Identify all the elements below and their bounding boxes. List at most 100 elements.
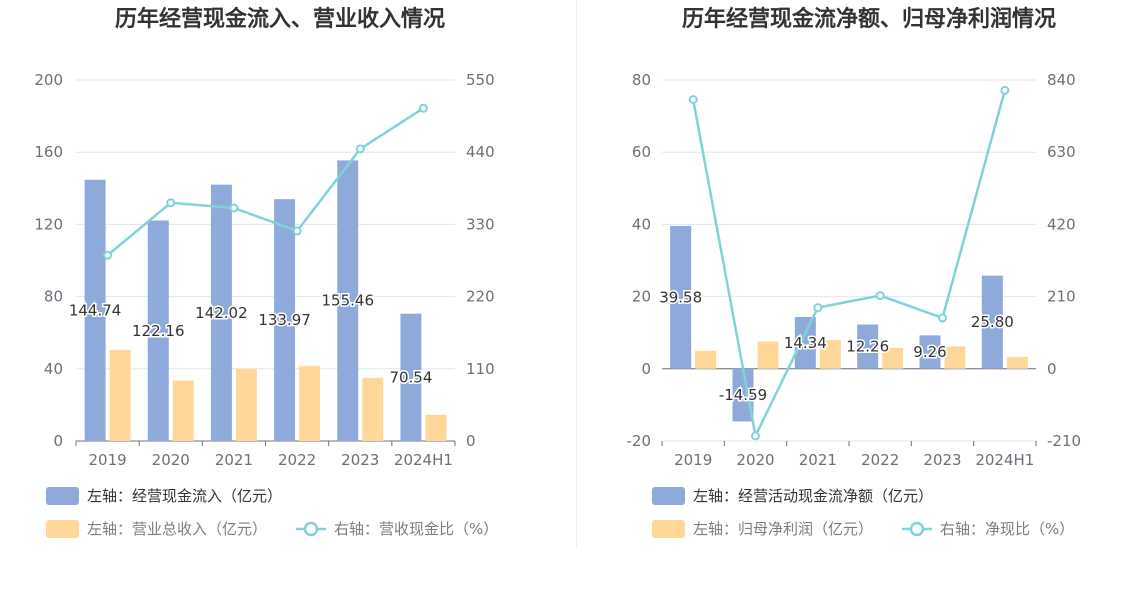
bar-primary (794, 317, 816, 369)
chart-netcash-netprofit: 历年经营现金流净额、归母净利润情况 -20 -210 0 0 20 210 40 420 60 63… (627, 6, 1081, 538)
left-axis-tick: 40 (632, 215, 651, 233)
line-point (751, 431, 760, 441)
left-axis-tick: 60 (632, 143, 651, 161)
data-label: 155.46 (322, 292, 375, 310)
left-axis-tick: 120 (34, 215, 63, 233)
legend-marker (303, 521, 319, 537)
data-label: 142.02 (195, 304, 248, 322)
bar-secondary (172, 380, 194, 441)
x-axis-label: 2024H1 (975, 451, 1034, 469)
left-axis-tick: 80 (632, 71, 651, 89)
bar-secondary (757, 341, 779, 369)
right-axis-tick: 440 (466, 143, 495, 161)
bar-secondary (1006, 356, 1028, 369)
legend-marker (909, 521, 925, 537)
bar-primary (147, 220, 169, 441)
legend-label: 右轴：营收现金比（%） (334, 520, 498, 538)
right-axis-tick: 210 (1047, 288, 1076, 306)
data-label: -14.59 (719, 386, 767, 404)
data-label: 133.97 (258, 311, 311, 329)
line-series (691, 89, 1007, 440)
right-axis-tick: 420 (1047, 215, 1076, 233)
bar-primary (84, 179, 106, 441)
x-axis-label: 2022 (278, 451, 316, 469)
bar-secondary (819, 339, 841, 369)
right-axis-tick: 220 (466, 288, 495, 306)
data-label: 9.26 (913, 343, 946, 361)
bar-secondary (235, 368, 257, 441)
legend-label: 左轴：归母净利润（亿元） (693, 520, 873, 538)
line-series (106, 107, 425, 257)
right-axis-tick: 840 (1047, 71, 1076, 89)
right-axis-tick: 550 (466, 71, 495, 89)
line-point (1000, 85, 1010, 95)
x-axis-label: 2024H1 (394, 451, 453, 469)
bar-primary (919, 335, 941, 369)
chart-title: 历年经营现金流入、营业收入情况 (115, 6, 445, 32)
chart-title: 历年经营现金流净额、归母净利润情况 (682, 6, 1056, 32)
bar-primary (337, 160, 359, 441)
left-axis-tick: 40 (44, 360, 63, 378)
data-label: 70.54 (389, 368, 432, 386)
legend-swatch (46, 520, 79, 538)
bar-primary (732, 368, 754, 422)
x-axis-label: 2019 (674, 451, 712, 469)
legend-label: 右轴：净现比（%） (940, 520, 1074, 538)
x-axis-label: 2021 (215, 451, 253, 469)
legend-swatch (46, 487, 79, 505)
legend-label: 左轴：营业总收入（亿元） (87, 520, 267, 538)
x-axis-label: 2019 (88, 451, 126, 469)
line-point (418, 103, 428, 113)
bar-primary (670, 225, 692, 369)
left-axis-tick: 80 (44, 288, 63, 306)
legend-swatch (652, 487, 685, 505)
line-point (355, 144, 365, 154)
x-axis-label: 2022 (861, 451, 899, 469)
bar-secondary (425, 414, 447, 441)
data-label: 39.58 (659, 288, 702, 306)
line-point (292, 226, 302, 236)
right-axis-tick: 0 (1047, 360, 1057, 378)
line-point (813, 303, 823, 313)
line-point (166, 198, 176, 208)
legend-label: 左轴：经营现金流入（亿元） (87, 487, 282, 505)
data-label: 144.74 (69, 301, 122, 319)
bar-primary (274, 199, 296, 441)
chart-cashflow-revenue: 历年经营现金流入、营业收入情况 0 0 40 110 80 220 120 330 160 440 2… (34, 6, 498, 538)
left-axis-tick: 160 (34, 143, 63, 161)
bar-secondary (299, 366, 321, 441)
right-axis-tick: 630 (1047, 143, 1076, 161)
bar-secondary (362, 377, 384, 441)
left-axis-tick: -20 (627, 432, 652, 450)
bar-primary (210, 184, 232, 441)
left-axis-tick: 200 (34, 71, 63, 89)
bar-primary (981, 275, 1003, 369)
bar-secondary (882, 347, 904, 369)
bar-secondary (695, 350, 717, 369)
data-label: 122.16 (132, 322, 185, 340)
line-point (875, 291, 885, 301)
data-label: 12.26 (846, 338, 889, 356)
line-point (229, 203, 239, 213)
right-axis-tick: 110 (466, 360, 495, 378)
left-axis-tick: 0 (641, 360, 651, 378)
panel-divider (576, 0, 577, 548)
right-axis-tick: 330 (466, 215, 495, 233)
right-axis-tick: -210 (1047, 432, 1081, 450)
left-axis-tick: 0 (53, 432, 63, 450)
x-axis-label: 2023 (923, 451, 961, 469)
x-axis-label: 2023 (341, 451, 379, 469)
data-label: 25.80 (971, 313, 1014, 331)
right-axis-tick: 0 (466, 432, 476, 450)
line-point (103, 250, 113, 260)
x-axis-label: 2021 (799, 451, 837, 469)
x-axis-label: 2020 (736, 451, 774, 469)
bar-secondary (109, 349, 131, 441)
left-axis-tick: 20 (632, 288, 651, 306)
legend-swatch (652, 520, 685, 538)
x-axis-label: 2020 (152, 451, 190, 469)
bar-primary (400, 313, 422, 441)
line-point (688, 95, 698, 105)
line-point (938, 313, 947, 323)
bar-primary (857, 324, 879, 369)
